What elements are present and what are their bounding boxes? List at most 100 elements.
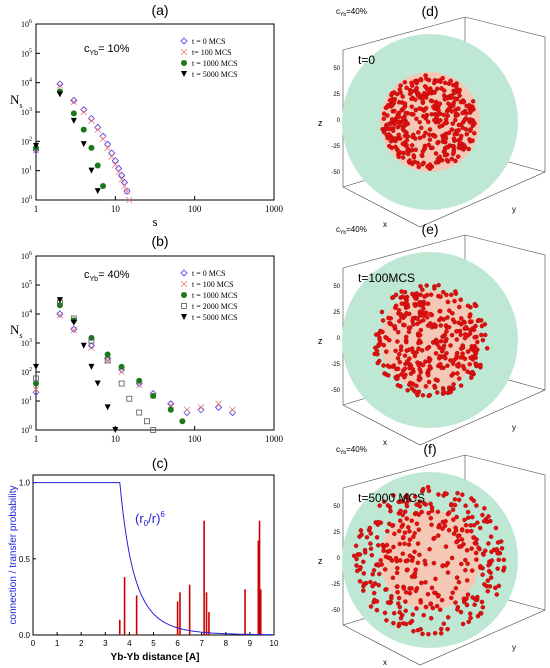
yb-ion-point bbox=[447, 106, 452, 111]
yb-ion-point bbox=[462, 517, 467, 523]
conc-suffix: =40% bbox=[346, 445, 367, 454]
data-point bbox=[87, 114, 96, 123]
yb-ion-point bbox=[450, 317, 456, 322]
yb-ion-point bbox=[467, 110, 473, 115]
data-point bbox=[181, 60, 187, 66]
z-axis-label: z bbox=[318, 118, 323, 128]
yb-ion-point bbox=[403, 608, 408, 614]
yb-ion-point bbox=[455, 363, 460, 369]
yb-ion-point bbox=[464, 578, 470, 583]
yb-ion-point bbox=[418, 76, 424, 82]
yb-ion-point bbox=[403, 599, 408, 604]
yb-ion-point bbox=[478, 362, 483, 368]
yb-ion-point bbox=[368, 546, 374, 551]
yb-ion-point bbox=[397, 541, 403, 547]
yb-ion-point bbox=[464, 548, 470, 553]
data-point bbox=[183, 408, 191, 417]
panel-e: (e) cYb=40% t=100MCS z 50 25 0 -25 -50 x y bbox=[318, 221, 546, 447]
yb-ion-point bbox=[436, 492, 441, 497]
yb-ion-point bbox=[467, 611, 473, 616]
yb-ion-point bbox=[415, 560, 421, 566]
y-tick-base: 10 bbox=[21, 310, 29, 319]
yb-ion-point bbox=[383, 125, 388, 131]
yb-ion-point bbox=[453, 128, 459, 134]
yb-ion-point bbox=[404, 494, 410, 500]
x-tick-label: 9 bbox=[248, 639, 253, 648]
yb-ion-point bbox=[437, 607, 443, 612]
legend-entry: t = 5000 MCS bbox=[192, 313, 238, 322]
yb-ion-point bbox=[431, 560, 437, 566]
yb-ion-point bbox=[414, 606, 419, 611]
x-tick-label: 4 bbox=[127, 639, 132, 648]
yb-ion-point bbox=[478, 318, 484, 323]
yb-ion-point bbox=[438, 294, 443, 299]
yb-ion-point bbox=[469, 528, 474, 534]
yb-ion-point bbox=[413, 107, 419, 113]
data-point bbox=[112, 161, 119, 168]
yb-ion-point bbox=[380, 329, 385, 335]
yb-ion-point bbox=[486, 568, 492, 574]
yb-ion-point bbox=[494, 592, 500, 597]
y-axis-label: y bbox=[512, 643, 516, 652]
yb-ion-point bbox=[470, 104, 475, 109]
y-axis-label: y bbox=[512, 205, 516, 214]
x-tick-label: 10 bbox=[111, 434, 121, 444]
conc-sub: Yb bbox=[340, 12, 346, 18]
yb-ion-point bbox=[368, 541, 373, 546]
data-point bbox=[197, 406, 205, 414]
y-tick-exp: 0 bbox=[29, 425, 32, 431]
yb-ion-point bbox=[368, 531, 374, 536]
yb-ion-point bbox=[453, 289, 458, 294]
yb-ion-point bbox=[449, 93, 455, 98]
yb-ion-point bbox=[474, 557, 479, 562]
yb-ion-point bbox=[362, 547, 368, 553]
yb-ion-point bbox=[437, 124, 442, 129]
y-tick-base: 10 bbox=[21, 281, 29, 290]
yb-ion-point bbox=[448, 78, 453, 84]
yb-ion-point bbox=[403, 110, 408, 116]
yb-ion-point bbox=[428, 292, 434, 297]
yb-ion-point bbox=[468, 327, 473, 333]
y-tick-exp: 2 bbox=[29, 136, 32, 142]
y-tick-exp: 1 bbox=[29, 166, 32, 172]
yb-ion-point bbox=[431, 133, 436, 139]
yb-ion-point bbox=[453, 600, 458, 605]
yb-ion-point bbox=[467, 314, 472, 319]
yb-ion-point bbox=[404, 348, 409, 353]
yb-ion-point bbox=[357, 579, 363, 584]
yb-ion-point bbox=[427, 392, 433, 398]
z-tick-label: -50 bbox=[331, 388, 340, 394]
yb-ion-point bbox=[498, 539, 504, 544]
y-tick-label: 103 bbox=[21, 338, 32, 348]
z-tick-label: -50 bbox=[331, 608, 340, 614]
conc-sub: Yb bbox=[340, 230, 346, 236]
x-tick-label: 8 bbox=[224, 639, 229, 648]
yb-ion-point bbox=[417, 119, 422, 125]
yb-ion-point bbox=[396, 114, 402, 120]
y-tick-label: 104 bbox=[21, 309, 32, 319]
yb-ion-point bbox=[401, 586, 407, 591]
yb-ion-point bbox=[418, 125, 424, 131]
y-tick-label: 102 bbox=[21, 367, 32, 377]
yb-ion-point bbox=[418, 626, 423, 632]
yb-ion-point bbox=[400, 141, 406, 147]
data-point bbox=[112, 427, 119, 433]
yb-ion-point bbox=[482, 332, 488, 338]
x-tick-label: 3 bbox=[103, 639, 108, 648]
conc-suffix: =40% bbox=[346, 7, 367, 16]
yb-ion-point bbox=[447, 308, 452, 313]
yb-ion-point bbox=[401, 128, 407, 134]
data-point bbox=[104, 351, 111, 358]
yb-ion-point bbox=[465, 303, 471, 309]
yb-ion-point bbox=[384, 542, 390, 548]
yb-ion-point bbox=[376, 563, 381, 568]
yb-ion-point bbox=[482, 506, 487, 511]
y-tick-exp: 1 bbox=[29, 396, 32, 402]
yb-ion-point bbox=[487, 584, 493, 589]
yb-ion-point bbox=[446, 527, 452, 533]
yb-ion-point bbox=[441, 388, 446, 393]
yb-ion-point bbox=[397, 122, 403, 128]
yb-ion-point bbox=[384, 587, 389, 592]
